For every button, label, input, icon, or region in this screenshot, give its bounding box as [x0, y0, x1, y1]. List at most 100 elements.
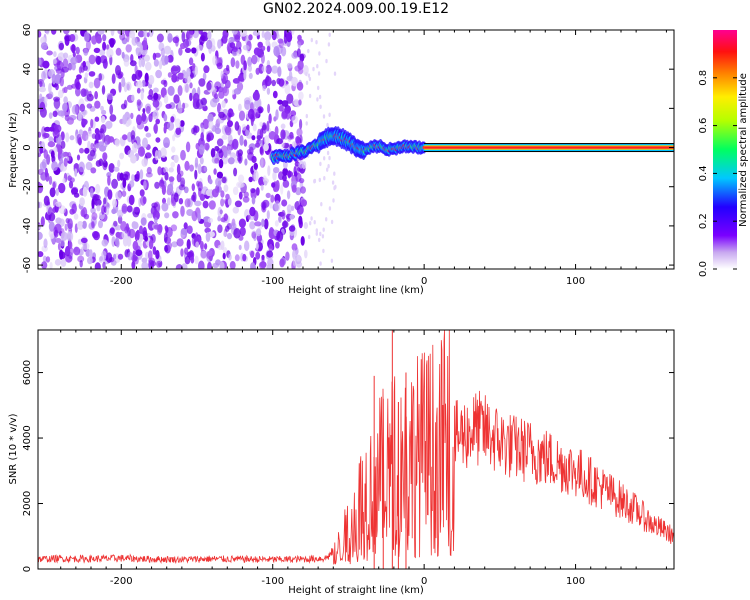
noise-blob [280, 129, 286, 140]
noise-blob [89, 187, 94, 198]
noise-blob [180, 248, 184, 257]
noise-blob [160, 147, 167, 158]
noise-blob [70, 56, 78, 65]
noise-blob [281, 199, 288, 207]
noise-blob [281, 220, 289, 228]
noise-blob [265, 39, 270, 47]
noise-blob [90, 207, 96, 214]
spectrogram-xtick-label: -100 [261, 276, 284, 287]
noise-blob [238, 110, 246, 121]
noise-blob [119, 32, 126, 41]
noise-speckle [331, 180, 335, 185]
noise-blob [180, 149, 186, 161]
noise-blob [121, 76, 126, 88]
noise-blob [298, 91, 304, 101]
noise-speckle [310, 216, 313, 221]
noise-blob [90, 149, 96, 157]
noise-blob [243, 139, 248, 147]
noise-blob [250, 250, 255, 258]
noise-speckle [325, 217, 328, 222]
noise-speckle [333, 185, 336, 191]
noise-blob [191, 194, 196, 201]
noise-blob [43, 238, 48, 249]
noise-blob [253, 170, 259, 182]
noise-blob [300, 199, 307, 207]
noise-blob [144, 125, 149, 132]
noise-blob [88, 71, 96, 77]
noise-blob [38, 30, 42, 38]
noise-blob [48, 112, 53, 119]
noise-speckle [323, 176, 326, 181]
noise-blob [293, 171, 298, 177]
noise-blob [60, 258, 67, 267]
noise-blob [95, 183, 101, 194]
noise-blob [247, 214, 251, 220]
noise-blob [96, 204, 101, 212]
noise-blob [43, 149, 48, 159]
noise-blob [66, 84, 73, 90]
noise-blob [194, 65, 198, 76]
noise-blob [47, 206, 53, 217]
noise-blob [136, 99, 142, 106]
noise-blob [71, 104, 79, 115]
noise-blob [281, 100, 289, 107]
colorbar-tick-label: 0.0 [698, 261, 709, 277]
noise-blob [99, 128, 104, 134]
noise-blob [38, 224, 42, 230]
noise-blob [115, 47, 122, 56]
noise-blob [93, 77, 101, 89]
noise-blob [158, 59, 163, 70]
noise-blob [71, 203, 77, 214]
noise-blob [121, 51, 125, 59]
noise-blob [180, 205, 185, 217]
noise-blob [90, 118, 94, 129]
noise-blob [243, 191, 249, 198]
noise-blob [58, 42, 64, 51]
noise-blob [207, 261, 212, 269]
noise-blob [139, 169, 144, 180]
noise-blob [161, 202, 169, 212]
noise-blob [91, 212, 98, 221]
noise-blob [261, 30, 265, 38]
noise-blob [118, 81, 122, 93]
noise-speckle [328, 32, 331, 37]
noise-blob [126, 32, 130, 43]
noise-blob [99, 49, 106, 56]
noise-speckle [317, 71, 321, 76]
noise-blob [275, 109, 279, 120]
noise-blob [206, 81, 212, 91]
noise-blob [182, 102, 186, 110]
noise-blob [281, 46, 287, 57]
noise-blob [298, 178, 305, 184]
noise-blob [243, 60, 247, 71]
noise-blob [74, 168, 78, 177]
noise-blob [220, 217, 226, 223]
noise-blob [200, 52, 205, 62]
noise-blob [207, 31, 212, 40]
noise-blob [53, 229, 59, 238]
noise-blob [106, 92, 114, 101]
noise-blob [175, 127, 182, 135]
noise-blob [113, 220, 118, 227]
noise-blob [38, 183, 44, 194]
noise-blob [184, 47, 192, 54]
noise-blob [208, 178, 213, 185]
noise-blob [255, 228, 262, 237]
noise-blob [256, 135, 262, 141]
noise-blob [176, 238, 184, 247]
noise-blob [239, 30, 248, 37]
noise-blob [202, 118, 210, 130]
noise-blob [278, 215, 282, 222]
noise-speckle [328, 155, 331, 161]
noise-blob [137, 146, 146, 157]
noise-blob [253, 162, 258, 170]
colorbar-tick-label: 0.6 [698, 118, 709, 134]
noise-blob [126, 205, 133, 213]
noise-blob [199, 35, 206, 41]
noise-blob [167, 33, 173, 43]
noise-blob [192, 124, 198, 136]
noise-blob [147, 94, 153, 100]
noise-speckle [326, 150, 330, 156]
noise-blob [48, 175, 53, 185]
